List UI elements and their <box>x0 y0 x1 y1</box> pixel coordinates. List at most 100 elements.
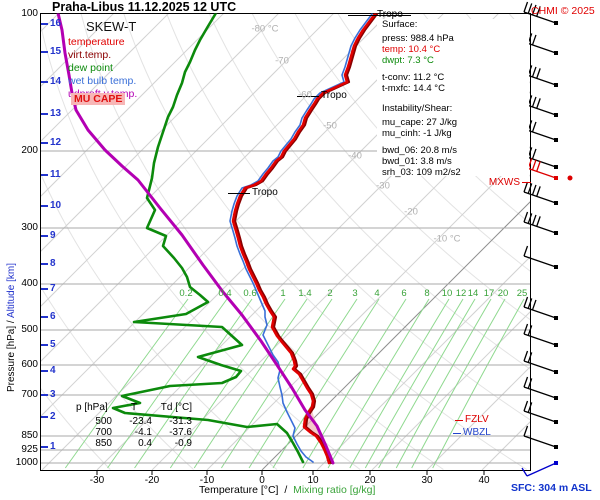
pressure-tick-label: 300 <box>21 222 38 233</box>
mixing-ratio-tick-label: 3 <box>352 288 358 299</box>
mixing-ratio-line <box>64 298 189 469</box>
table-cell: -0.9 <box>174 438 192 449</box>
temperature-tick-label: -30 <box>89 475 105 486</box>
info-line: mu_cape: 27 J/kg <box>382 117 457 128</box>
isotherm-line <box>151 90 531 471</box>
table-row: 850 0.4 -0.9 <box>74 438 194 449</box>
fzlv-label: FZLV <box>465 414 489 425</box>
isotherm-line <box>261 200 531 471</box>
wind-barb <box>523 156 573 181</box>
mixing-ratio-tick-label: 20 <box>497 288 509 299</box>
station-elevation-label: SFC: 304 m ASL <box>511 482 592 494</box>
altitude-tick-mark <box>41 446 48 448</box>
table-header: p [hPa] <box>76 402 108 413</box>
wind-barb <box>523 63 558 87</box>
wind-barb <box>523 118 558 142</box>
wind-barb <box>523 376 558 400</box>
table-cell: -31.3 <box>169 416 192 427</box>
info-panel: Surface: press: 988.4 hPa temp: 10.4 °C dw… <box>377 19 529 178</box>
temperature-tick-label: 10 <box>307 475 319 486</box>
isotherm-label: -20 <box>404 206 418 218</box>
altitude-tick-label: 11 <box>50 169 61 180</box>
tropo-label-top: Tropo <box>377 9 403 20</box>
legend: temperature virt.temp. dew point wet bulb t… <box>68 36 137 101</box>
altitude-tick-mark <box>41 316 48 318</box>
tropo-label-upper: Tropo <box>321 90 347 101</box>
wind-barb <box>523 211 558 235</box>
tropo-label-lower: Tropo <box>252 187 278 198</box>
virt-temp-curve <box>233 13 379 465</box>
altitude-axis-label: Altitude [km] <box>6 263 17 319</box>
mixing-ratio-tick-label: 0.6 <box>243 288 257 299</box>
table-row: 700 -4.1 -37.6 <box>74 427 194 438</box>
wind-barb <box>523 350 558 374</box>
sounding-curves <box>56 13 379 465</box>
wind-barb <box>523 296 558 320</box>
legend-item-wet-bulb-temp-: wet bulb temp. <box>68 75 137 87</box>
altitude-tick-label: 1 <box>50 441 56 452</box>
altitude-tick-label: 7 <box>50 283 56 294</box>
mixing-ratio-tick-label: 1 <box>280 288 286 299</box>
temperature-axis-label: Temperature [°C] <box>199 484 279 496</box>
mixing-ratio-line <box>193 298 308 469</box>
wind-barb <box>523 181 558 205</box>
altitude-tick-mark <box>41 344 48 346</box>
isotherm-label: -70 <box>275 55 289 67</box>
table-row: 500 -23.4 -31.3 <box>74 416 194 427</box>
info-line: srh_03: 109 m2/s2 <box>382 167 461 178</box>
altitude-tick-mark <box>41 81 48 83</box>
plot-border <box>40 13 531 471</box>
altitude-tick-label: 13 <box>50 108 62 119</box>
info-line: dwpt: 7.3 °C <box>382 55 434 66</box>
dry-adiabat-line <box>80 13 444 470</box>
pressure-tick-label: 925 <box>21 444 38 455</box>
info-line: mu_cinh: -1 J/kg <box>382 128 452 139</box>
dry-adiabat-line <box>40 21 361 470</box>
mixing-ratio-line <box>248 298 358 469</box>
altitude-tick-label: 10 <box>50 200 62 211</box>
mixing-ratio-line <box>395 298 492 469</box>
info-line: press: 988.4 hPa <box>382 33 454 44</box>
isotherm-line <box>206 145 531 471</box>
isotherm-label: -80 °C <box>251 23 279 35</box>
info-line: t-mxfc: 14.4 °C <box>382 83 445 94</box>
fzlv-dash <box>455 420 463 421</box>
table-cell: 0.4 <box>138 438 152 449</box>
isotherm-label: -50 <box>323 120 337 132</box>
dry-adiabat-line <box>40 172 278 470</box>
mxws-label: MXWS <box>488 177 520 188</box>
mixing-ratio-line <box>378 298 476 469</box>
mixing-ratio-axis-label: Mixing ratio [g/kg] <box>293 484 376 496</box>
mixing-ratio-tick-label: 2 <box>327 288 333 299</box>
legend-item-virt-temp-: virt.temp. <box>68 49 112 61</box>
altitude-tick-label: 14 <box>50 76 62 87</box>
isotherm-label: -60 <box>298 89 312 101</box>
isotherm-line <box>40 13 390 363</box>
info-line: t-conv: 11.2 °C <box>382 72 445 83</box>
legend-item-temperature: temperature <box>68 36 125 48</box>
altitude-tick-label: 2 <box>50 411 56 422</box>
wind-barb <box>523 400 558 424</box>
altitude-tick-label: 4 <box>50 365 56 376</box>
table-cell: -4.1 <box>134 427 152 438</box>
pressure-tick-label: 850 <box>21 430 38 441</box>
isotherm-label: -10 °C <box>433 233 461 245</box>
mixing-ratio-tick-label: 17 <box>483 288 495 299</box>
info-line: bwd_01: 3.8 m/s <box>382 156 452 167</box>
page-title: Praha-Libus 11.12.2025 12 UTC <box>52 0 237 14</box>
altitude-tick-label: 15 <box>50 46 62 57</box>
altitude-tick-mark <box>41 174 48 176</box>
mixing-ratio-line <box>302 298 407 469</box>
temperature-tick-label: 30 <box>421 475 433 486</box>
info-line: temp: 10.4 °C <box>382 44 441 55</box>
dry-adiabat-line <box>123 13 527 470</box>
altitude-tick-label: 8 <box>50 258 56 269</box>
temperature-tick-label: 20 <box>364 475 376 486</box>
copyright-label: CHMI © 2025 <box>531 5 595 17</box>
temperature-tick-label: 0 <box>259 475 265 486</box>
mixing-ratio-line <box>411 298 506 469</box>
altitude-tick-label: 12 <box>50 137 62 148</box>
dew-point-curve <box>111 13 305 464</box>
pressure-tick-label: 700 <box>21 389 38 400</box>
